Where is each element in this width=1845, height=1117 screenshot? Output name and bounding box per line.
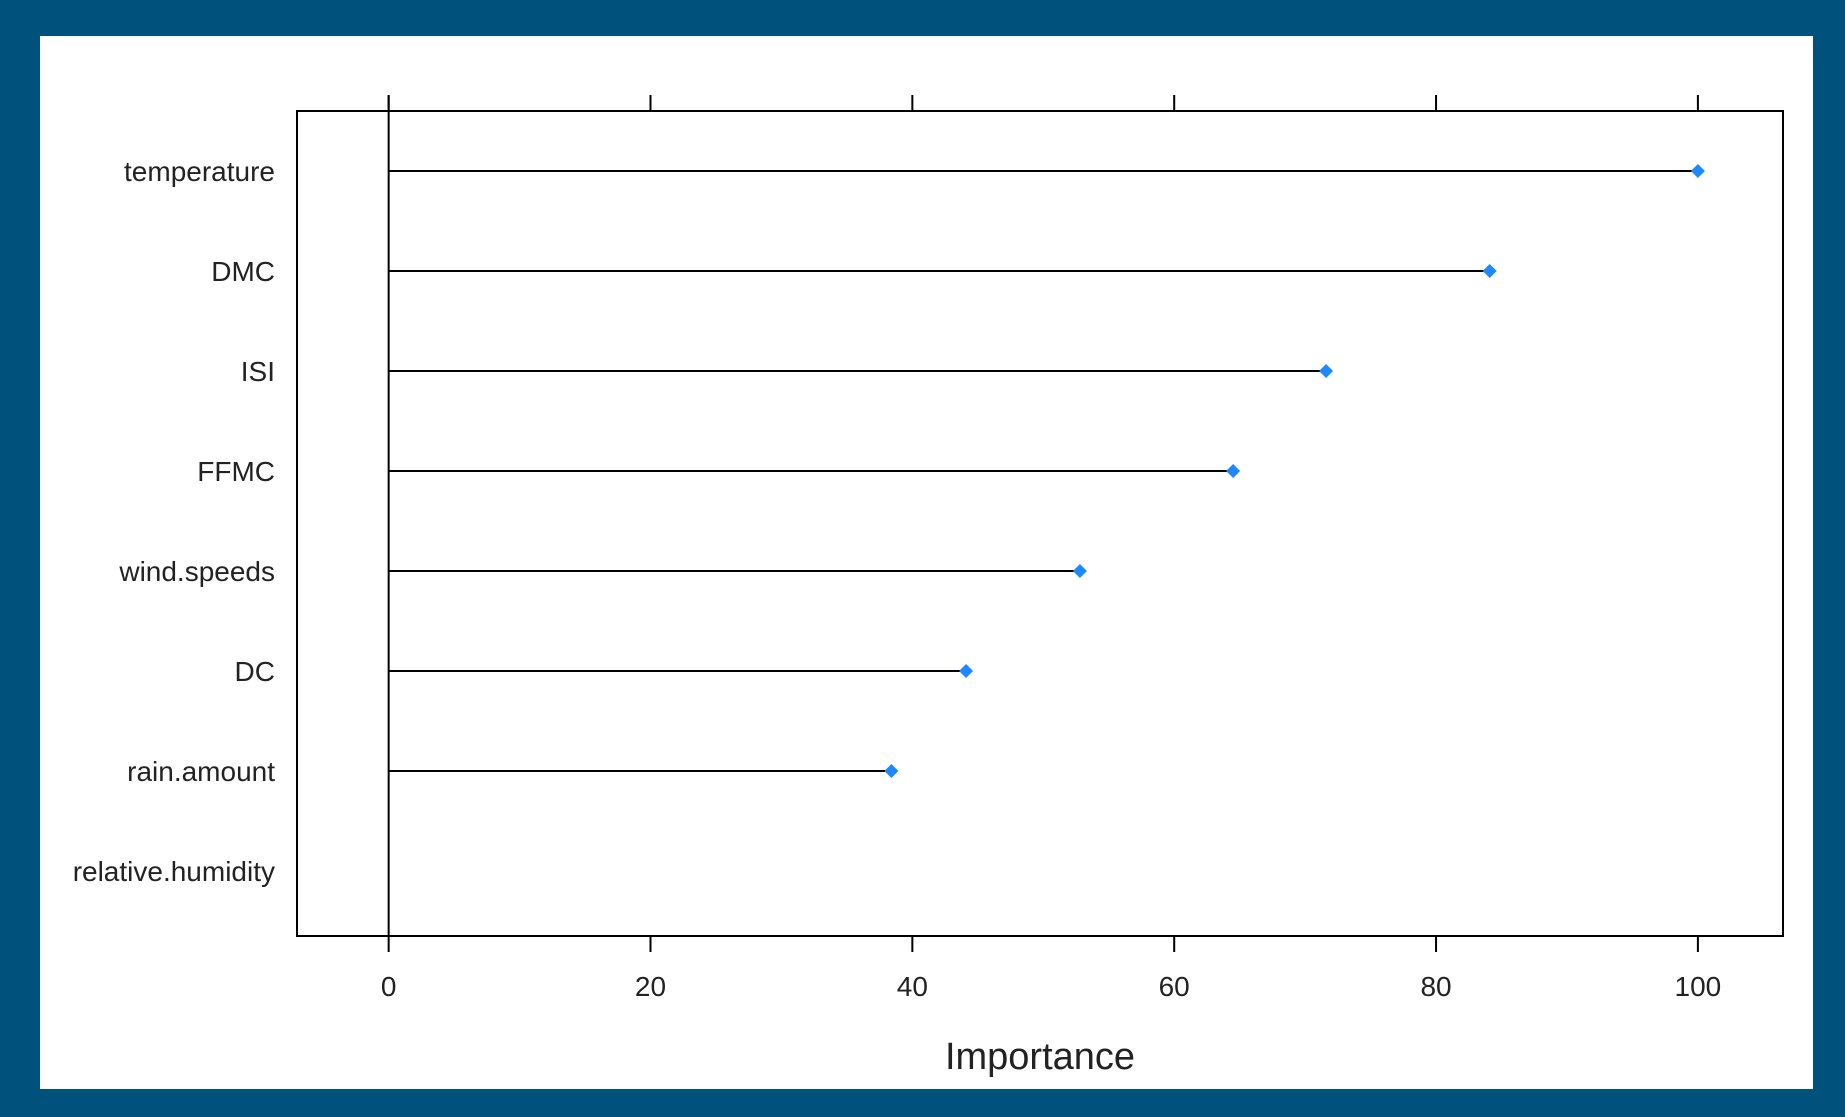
data-point xyxy=(1319,364,1334,378)
x-axis-title: Importance xyxy=(945,1036,1135,1078)
data-point xyxy=(959,664,974,678)
x-axis: 0 20 40 60 80 100 xyxy=(381,95,1721,1002)
data-point xyxy=(1482,264,1497,278)
plot-border xyxy=(296,110,1784,937)
x-tick-label: 40 xyxy=(897,971,928,1002)
x-tick-label: 0 xyxy=(381,971,397,1002)
plot-area xyxy=(296,95,1784,937)
y-axis-labels: temperature DMC ISI FFMC wind.speeds DC rain.a… xyxy=(73,156,276,887)
y-tick-label: FFMC xyxy=(197,456,275,487)
variable-importance-chart: temperature DMC ISI FFMC wind.speeds DC rain.a… xyxy=(73,95,1784,1078)
data-point xyxy=(884,764,899,778)
y-tick-label: relative.humidity xyxy=(73,856,275,887)
x-tick-label: 100 xyxy=(1675,971,1722,1002)
data-point xyxy=(1226,464,1241,478)
data-point xyxy=(1072,564,1087,578)
y-tick-label: ISI xyxy=(241,356,275,387)
x-tick-label: 20 xyxy=(635,971,666,1002)
y-tick-label: DC xyxy=(235,656,275,687)
x-tick-label: 80 xyxy=(1420,971,1451,1002)
y-tick-label: DMC xyxy=(211,256,275,287)
y-tick-label: temperature xyxy=(124,156,275,187)
data-point xyxy=(1690,164,1705,178)
y-tick-label: rain.amount xyxy=(127,756,275,787)
chart-frame: temperature DMC ISI FFMC wind.speeds DC rain.a… xyxy=(40,36,1813,1089)
lollipop-series xyxy=(388,164,1705,778)
y-tick-label: wind.speeds xyxy=(118,556,275,587)
x-tick-label: 60 xyxy=(1159,971,1190,1002)
